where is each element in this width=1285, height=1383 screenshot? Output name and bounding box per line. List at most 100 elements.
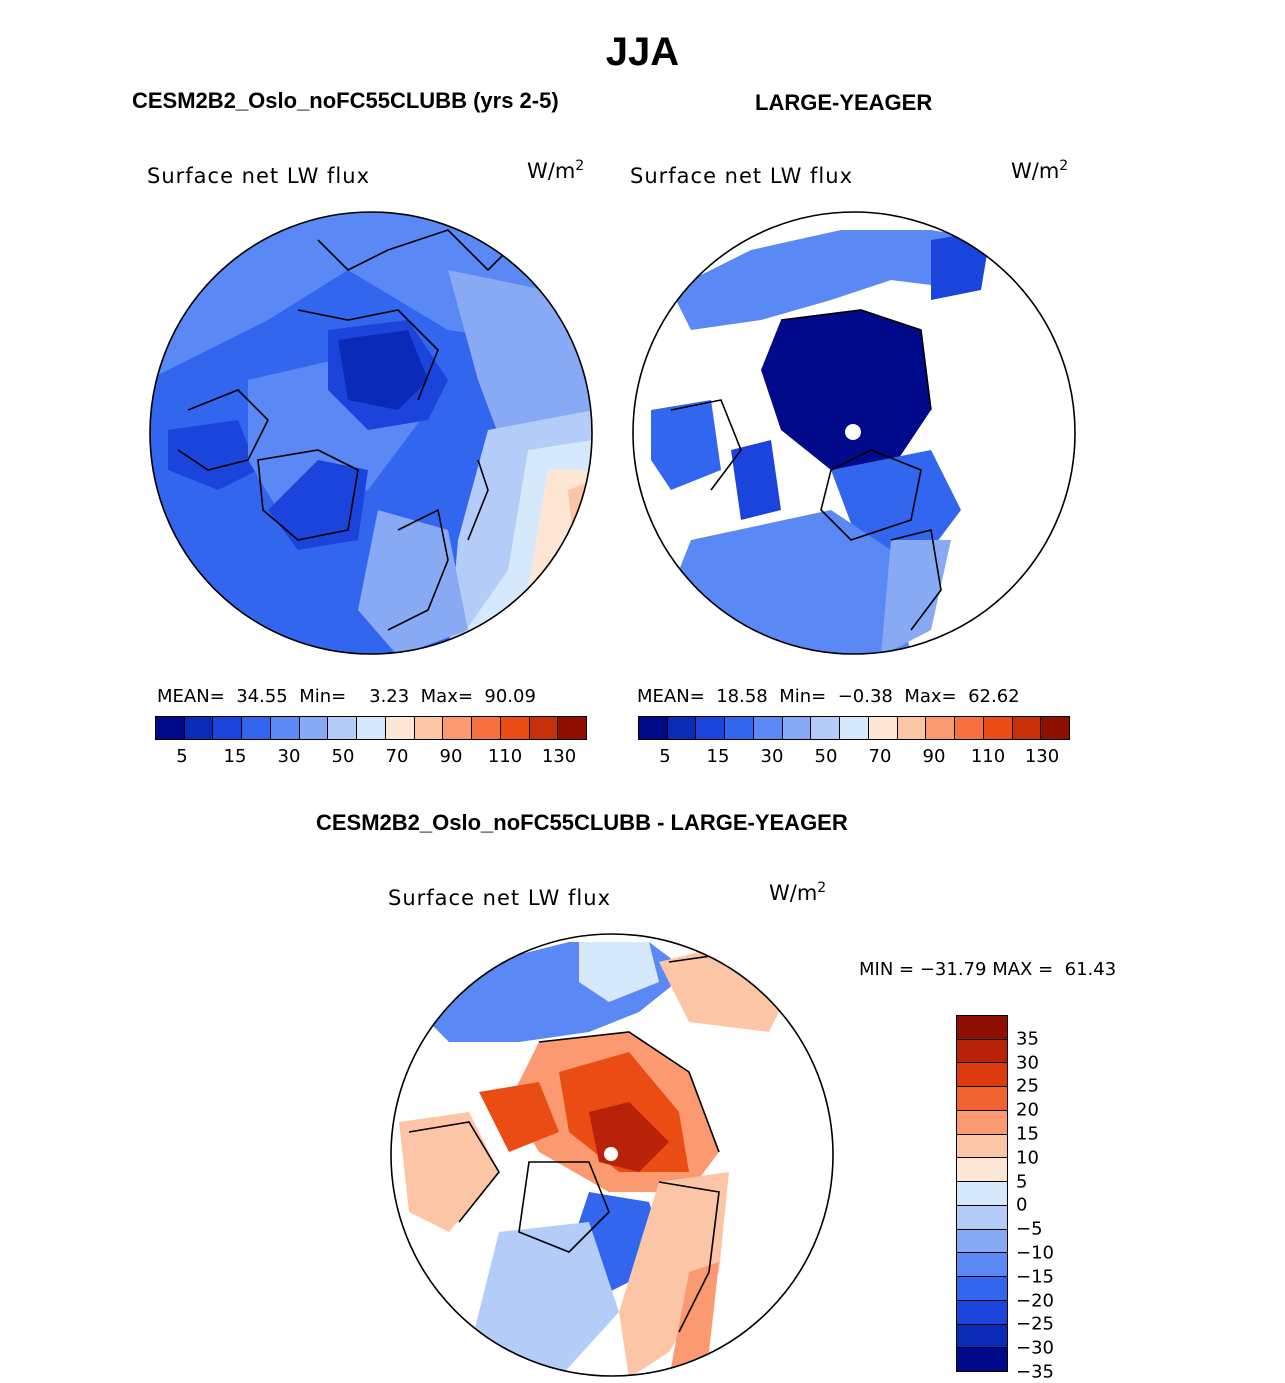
obs-field-strait <box>731 440 781 520</box>
diff-units: W/m2 <box>769 880 827 905</box>
model-colorbar-box-6 <box>328 717 358 739</box>
diff-polar-map <box>390 933 834 1377</box>
obs-units: W/m2 <box>1011 158 1069 183</box>
diff-colorbar-box-4 <box>957 1110 1007 1135</box>
obs-colorbar-box-4 <box>753 717 783 739</box>
diff-map-boundary <box>390 933 834 1377</box>
diff-coastline-2 <box>518 1161 610 1253</box>
model-field-region-d <box>268 460 368 550</box>
obs-colorbar-box-12 <box>983 717 1013 739</box>
model-coastline-2 <box>257 449 359 541</box>
diff-field-atlantic <box>469 1222 619 1376</box>
diff-stats: MIN = −31.79 MAX = 61.43 <box>859 959 1117 980</box>
diff-field-archipelago <box>479 1082 559 1152</box>
model-colorbar-label: 50 <box>331 746 355 767</box>
obs-colorbar-box-7 <box>840 717 869 739</box>
model-colorbar-box-8 <box>385 717 415 739</box>
diff-colorbar-label: 20 <box>1016 1099 1039 1121</box>
obs-polar-map <box>632 211 1076 655</box>
model-coastline-4 <box>317 229 509 272</box>
diff-colorbar-label: 5 <box>1016 1171 1028 1193</box>
model-colorbar-label: 15 <box>223 746 247 767</box>
model-polar-map <box>149 211 593 655</box>
model-units: W/m2 <box>527 158 585 183</box>
model-colorbar-box-5 <box>299 717 329 739</box>
obs-field-arctic-core <box>761 310 931 470</box>
obs-field-west-sea <box>651 400 721 490</box>
model-colorbar-box-13 <box>529 717 559 739</box>
obs-colorbar-label: 130 <box>1024 746 1060 767</box>
diff-colorbar-box-2 <box>957 1063 1007 1088</box>
diff-coastline-3 <box>408 1121 500 1223</box>
diff-coastline-4 <box>658 1181 720 1333</box>
obs-colorbar-label: 50 <box>814 746 838 767</box>
obs-colorbar-label: 5 <box>659 746 671 767</box>
model-field-salmon <box>568 480 592 550</box>
model-field-core <box>338 330 428 410</box>
model-colorbar-label: 5 <box>176 746 188 767</box>
model-coastline-1 <box>177 389 269 471</box>
model-colorbar-label: 90 <box>439 746 463 767</box>
obs-colorbar-box-3 <box>725 717 754 739</box>
diff-colorbar-box-8 <box>957 1205 1007 1230</box>
diff-colorbar-label: 25 <box>1016 1075 1039 1097</box>
diff-colorbar-box-5 <box>957 1134 1007 1159</box>
diff-field-north-ice <box>579 942 659 1002</box>
obs-variable-label: Surface net LW flux <box>630 164 853 188</box>
model-coastline-6 <box>467 459 489 541</box>
model-colorbar-label: 110 <box>487 746 523 767</box>
model-colorbar-label: 70 <box>385 746 409 767</box>
diff-colorbar-box-9 <box>957 1229 1007 1254</box>
model-stats: MEAN= 34.55 Min= 3.23 Max= 90.09 <box>157 686 536 707</box>
obs-colorbar-box-0 <box>639 717 668 739</box>
obs-colorbar-box-2 <box>696 717 726 739</box>
obs-map-boundary <box>632 211 1076 655</box>
obs-colorbar-box-9 <box>897 717 927 739</box>
model-coastline-3 <box>297 309 439 401</box>
model-panel-title: CESM2B2_Oslo_noFC55CLUBB (yrs 2-5) <box>132 88 559 113</box>
obs-panel-title: LARGE-YEAGER <box>755 90 933 115</box>
diff-colorbar-label: 15 <box>1016 1123 1039 1145</box>
obs-field-north-ocean <box>671 230 991 330</box>
diff-colorbar-box-12 <box>957 1300 1007 1325</box>
diff-colorbar-box-7 <box>957 1182 1007 1206</box>
obs-colorbar-label: 70 <box>868 746 892 767</box>
model-coastline-5 <box>387 508 449 631</box>
diff-variable-label: Surface net LW flux <box>388 886 611 910</box>
model-map-boundary <box>149 211 593 655</box>
model-colorbar-box-3 <box>242 717 271 739</box>
diff-colorbar-label: 30 <box>1016 1052 1039 1074</box>
model-colorbar-label: 130 <box>541 746 577 767</box>
obs-colorbar-label: 30 <box>760 746 784 767</box>
diff-colorbar-label: −10 <box>1016 1242 1054 1264</box>
diff-colorbar-label: −35 <box>1016 1361 1054 1383</box>
obs-colorbar <box>638 716 1070 740</box>
diff-colorbar-label: 35 <box>1016 1028 1039 1050</box>
model-field-region-e <box>358 510 468 654</box>
diff-colorbar-label: −25 <box>1016 1313 1054 1335</box>
obs-stats: MEAN= 18.58 Min= −0.38 Max= 62.62 <box>637 686 1020 707</box>
obs-colorbar-label: 90 <box>922 746 946 767</box>
obs-colorbar-box-13 <box>1012 717 1042 739</box>
diff-colorbar-label: 0 <box>1016 1194 1028 1216</box>
obs-colorbar-box-1 <box>667 717 697 739</box>
diff-panel-title: CESM2B2_Oslo_noFC55CLUBB - LARGE-YEAGER <box>316 810 848 835</box>
obs-coastline-1 <box>780 309 932 411</box>
diff-colorbar-box-3 <box>957 1087 1007 1111</box>
diff-colorbar-box-13 <box>957 1324 1007 1349</box>
model-colorbar <box>155 716 587 740</box>
obs-coastline-2 <box>820 449 922 541</box>
obs-colorbar-label: 15 <box>706 746 730 767</box>
model-colorbar-box-1 <box>184 717 214 739</box>
model-colorbar-box-11 <box>472 717 501 739</box>
obs-colorbar-box-11 <box>955 717 984 739</box>
obs-pole-hole <box>845 424 861 440</box>
obs-colorbar-box-10 <box>926 717 956 739</box>
diff-coastline-1 <box>538 1031 720 1153</box>
diff-pole-hole <box>604 1147 618 1161</box>
obs-field-central <box>831 450 961 550</box>
obs-colorbar-box-8 <box>868 717 898 739</box>
diff-colorbar-box-10 <box>957 1253 1007 1278</box>
diff-colorbar-box-0 <box>957 1016 1007 1040</box>
model-colorbar-box-9 <box>414 717 444 739</box>
